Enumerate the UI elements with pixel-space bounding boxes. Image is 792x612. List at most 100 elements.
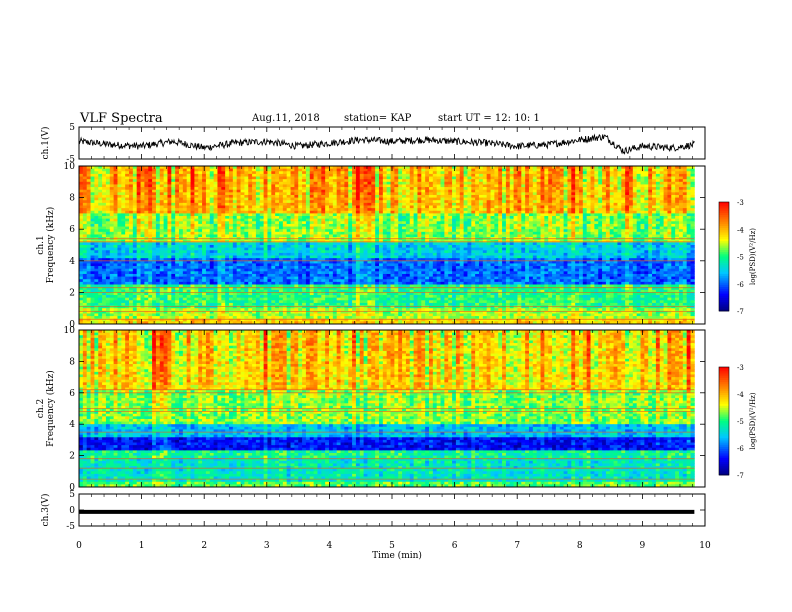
spectrogram-cell: [628, 168, 634, 172]
spectrogram-cell: [182, 223, 188, 227]
spectrogram-cell: [459, 242, 464, 246]
spectrogram-cell: [271, 166, 276, 170]
spectrogram-cell: [286, 216, 291, 220]
spectrogram-cell: [159, 176, 165, 180]
spectrogram-cell: [490, 184, 495, 188]
spectrogram-cell: [517, 239, 522, 243]
spectrogram-cell: [486, 216, 491, 220]
spectrogram-cell: [86, 242, 91, 246]
spectrogram-cell: [394, 192, 399, 196]
spectrogram-cell: [678, 205, 684, 209]
spectrogram-cell: [448, 189, 453, 193]
spectrogram-cell: [340, 221, 345, 225]
spectrogram-cell: [363, 223, 368, 227]
spectrogram-cell: [79, 221, 84, 225]
spectrogram-cell: [459, 197, 464, 201]
spectrogram-cell: [90, 200, 95, 204]
spectrogram-cell: [344, 200, 349, 204]
spectrogram-cell: [244, 218, 249, 222]
spectrogram-cell: [282, 187, 288, 191]
spectrogram-cell: [436, 205, 441, 209]
spectrogram-cell: [563, 234, 568, 238]
spectrogram-cell: [171, 171, 176, 175]
spectrogram-cell: [413, 205, 418, 209]
spectrogram-cell: [544, 200, 549, 204]
spectrogram-cell: [602, 187, 607, 191]
spectrogram-cell: [578, 200, 584, 204]
spectrogram-cell: [436, 210, 441, 214]
spectrogram-cell: [190, 181, 195, 185]
spectrogram-cell: [386, 179, 391, 183]
spectrogram-cell: [482, 202, 488, 206]
spectrogram-cell: [378, 184, 384, 188]
spectrogram-cell: [428, 197, 434, 201]
spectrogram-cell: [421, 234, 426, 238]
spectrogram-cell: [682, 216, 688, 220]
spectrogram-cell: [394, 239, 399, 243]
spectrogram-cell: [355, 179, 361, 183]
spectrogram-cell: [498, 179, 503, 183]
spectrogram-cell: [613, 218, 618, 222]
spectrogram-cell: [278, 166, 284, 170]
spectrogram-cell: [640, 179, 645, 183]
spectrogram-cell: [355, 216, 361, 220]
spectrogram-cell: [690, 189, 695, 193]
spectrogram-cell: [686, 205, 691, 209]
spectrogram-cell: [486, 171, 491, 175]
spectrogram-cell: [148, 166, 153, 170]
spectrogram-cell: [517, 168, 522, 172]
spectrogram-cell: [455, 194, 461, 198]
spectrogram-cell: [205, 208, 211, 212]
spectrogram-cell: [536, 173, 541, 177]
spectrogram-cell: [336, 202, 341, 206]
spectrogram-cell: [282, 229, 288, 233]
spectrogram-cell: [198, 184, 203, 188]
spectrogram-cell: [494, 205, 499, 209]
spectrogram-cell: [190, 213, 195, 217]
spectrogram-cell: [405, 221, 411, 225]
spectrogram-cell: [217, 171, 222, 175]
spectrogram-cell: [148, 213, 153, 217]
spectrogram-cell: [671, 176, 676, 180]
spectrogram-cell: [575, 194, 580, 198]
spectrogram-cell: [263, 208, 268, 212]
spectrogram-cell: [248, 229, 253, 233]
spectrogram-cell: [309, 208, 315, 212]
spectrogram-cell: [82, 205, 88, 209]
spectrogram-cell: [598, 168, 603, 172]
spectrogram-cell: [544, 179, 549, 183]
spectrogram-cell: [436, 223, 441, 227]
spectrogram-cell: [105, 187, 111, 191]
spectrogram-cell: [417, 229, 422, 233]
spectrogram-cell: [217, 208, 222, 212]
spectrogram-cell: [194, 221, 199, 225]
spectrogram-cell: [198, 213, 203, 217]
spectrogram-cell: [186, 192, 191, 196]
spectrogram-cell: [675, 181, 680, 185]
spectrogram-cell: [617, 166, 622, 170]
spectrogram-cell: [628, 242, 634, 246]
spectrogram-cell: [179, 200, 184, 204]
spectrogram-cell: [129, 213, 134, 217]
spectrogram-cell: [528, 216, 534, 220]
spectrogram-cell: [613, 166, 618, 170]
spectrogram-cell: [555, 194, 561, 198]
spectrogram-cell: [155, 216, 161, 220]
spectrogram-cell: [144, 179, 149, 183]
spectrogram-cell: [175, 245, 180, 249]
spectrogram-cell: [171, 187, 176, 191]
spectrogram-cell: [540, 229, 545, 233]
spectrogram-cell: [225, 179, 230, 183]
spectrogram-cell: [209, 192, 215, 196]
spectrogram-cell: [152, 184, 157, 188]
spectrogram-cell: [567, 234, 572, 238]
spectrogram-cell: [571, 216, 576, 220]
spectrogram-cell: [609, 208, 614, 212]
spectrogram-cell: [490, 226, 495, 230]
spectrogram-cell: [575, 176, 580, 180]
spectrogram-cell: [475, 179, 480, 183]
spectrogram-cell: [282, 218, 288, 222]
spectrogram-cell: [602, 194, 607, 198]
spectrogram-cell: [590, 221, 595, 225]
spectrogram-cell: [232, 197, 238, 201]
